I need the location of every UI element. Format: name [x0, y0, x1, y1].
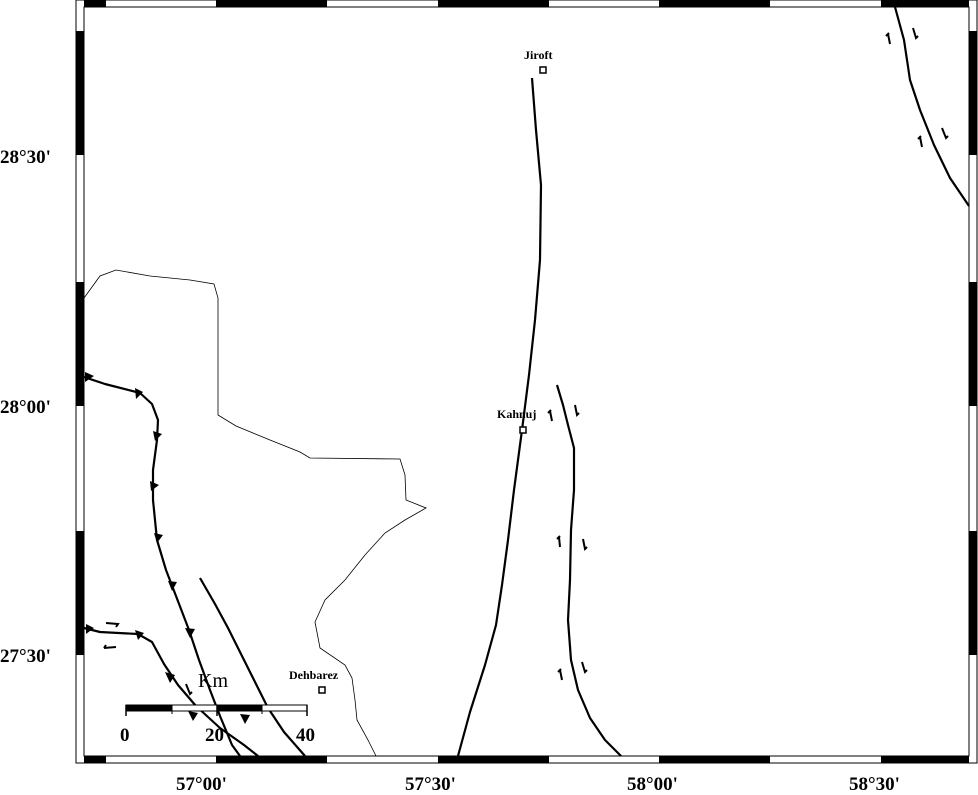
slip-arrow — [582, 538, 588, 552]
thrust-fault-upper — [83, 375, 241, 757]
thrust-tooth — [85, 372, 94, 382]
city-marker-icon — [539, 66, 547, 74]
frame-inner — [83, 6, 970, 757]
strike-slip-symbols — [103, 27, 949, 696]
frame-right-bar — [969, 31, 977, 655]
slip-arrow — [547, 409, 553, 422]
thrust-tooth — [135, 630, 144, 640]
slip-arrow — [556, 535, 561, 548]
scale-bar-unit: Km — [198, 670, 228, 692]
city-kahnuj: Kahnuj — [497, 407, 536, 434]
city-label-jiroft: Jiroft — [524, 48, 552, 62]
city-jiroft: Jiroft — [524, 48, 552, 74]
lat-label-27-30: 27°30' — [0, 646, 51, 667]
scale-bar-segment-dark — [217, 705, 262, 711]
cities: Jiroft Kahnuj Dehbarez — [289, 48, 552, 694]
city-label-dehbarez: Dehbarez — [289, 668, 339, 682]
slip-arrow — [185, 683, 193, 696]
thrust-tooth — [154, 533, 163, 543]
jiroft-fault — [456, 77, 543, 757]
thrust-tooth — [153, 431, 162, 441]
map-frame — [75, 0, 978, 764]
thrust-tooth — [165, 672, 175, 683]
city-dehbarez: Dehbarez — [289, 668, 339, 694]
thrust-tooth — [168, 581, 177, 591]
lon-label-57-00: 57°00' — [176, 774, 227, 795]
lon-label-58-00: 58°00' — [627, 774, 678, 795]
lon-label-57-30: 57°30' — [405, 774, 456, 795]
fault-lines — [83, 6, 970, 757]
thrust-tooth — [188, 711, 198, 721]
slip-arrow — [917, 135, 923, 148]
latitude-labels: 28°30' 28°00' 27°30' — [0, 147, 51, 667]
slip-arrow — [941, 127, 949, 140]
frame-top-bar — [84, 0, 969, 7]
slip-arrow — [574, 404, 580, 418]
city-marker-icon — [519, 426, 527, 434]
scale-bar: Km 0 20 40 — [120, 670, 315, 746]
lon-label-58-30: 58°30' — [849, 774, 900, 795]
lat-label-28-00: 28°00' — [0, 397, 51, 418]
thrust-tooth — [135, 388, 143, 399]
frame-outer — [75, 0, 978, 764]
slip-arrow — [557, 668, 563, 681]
frame-left-bar — [76, 31, 84, 655]
scale-bar-segment-dark — [126, 705, 172, 711]
boundary-outline — [83, 269, 427, 757]
thrust-tooth — [240, 714, 250, 724]
lat-label-28-30: 28°30' — [0, 147, 51, 168]
thrust-tooth — [150, 481, 159, 491]
slip-arrow — [912, 27, 919, 40]
slip-arrow — [581, 661, 588, 674]
thrust-tooth — [185, 628, 195, 638]
longitude-labels: 57°00' 57°30' 58°00' 58°30' — [176, 774, 900, 795]
city-marker-icon — [318, 686, 326, 694]
slip-arrow — [103, 644, 117, 649]
scale-bar-label-0: 0 — [120, 725, 130, 746]
frame-bottom-bar — [84, 756, 969, 763]
thrust-tooth — [86, 624, 94, 634]
scale-bar-label-40: 40 — [296, 725, 315, 746]
fault-minor-parallel — [199, 577, 306, 757]
city-label-kahnuj: Kahnuj — [497, 407, 536, 421]
slip-arrow — [105, 622, 120, 628]
thrust-teeth — [85, 372, 250, 724]
slip-arrow — [885, 32, 891, 45]
ne-strike-slip-fault — [893, 6, 970, 207]
kahnuj-strike-slip-fault — [555, 384, 622, 757]
scale-bar-label-20: 20 — [205, 725, 224, 746]
